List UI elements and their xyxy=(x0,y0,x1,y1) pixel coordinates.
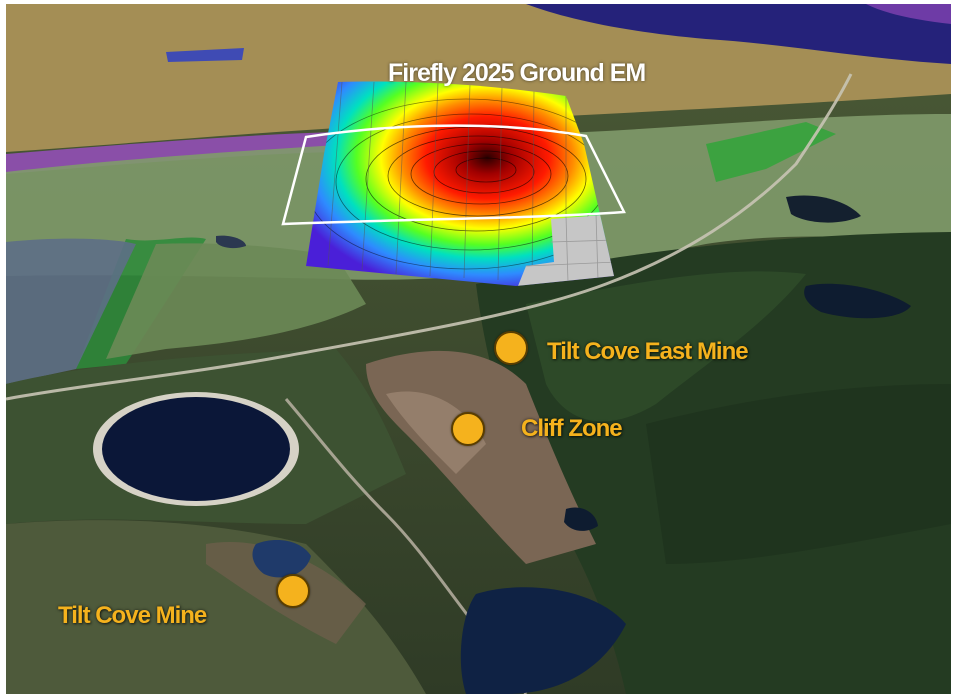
site-marker-tilt-cove-mine[interactable] xyxy=(276,574,310,608)
site-label-tilt-cove-mine: Tilt Cove Mine xyxy=(58,602,207,629)
site-label-cliff-zone: Cliff Zone xyxy=(521,415,623,442)
survey-title: Firefly 2025 Ground EM xyxy=(388,59,646,87)
site-label-tilt-cove-east-mine: Tilt Cove East Mine xyxy=(547,338,749,365)
map-frame: Firefly 2025 Ground EM Tilt Cove East Mi… xyxy=(6,4,951,694)
site-marker-cliff-zone[interactable] xyxy=(451,412,485,446)
site-marker-tilt-cove-east-mine[interactable] xyxy=(494,331,528,365)
satellite-terrain-image xyxy=(6,4,951,694)
